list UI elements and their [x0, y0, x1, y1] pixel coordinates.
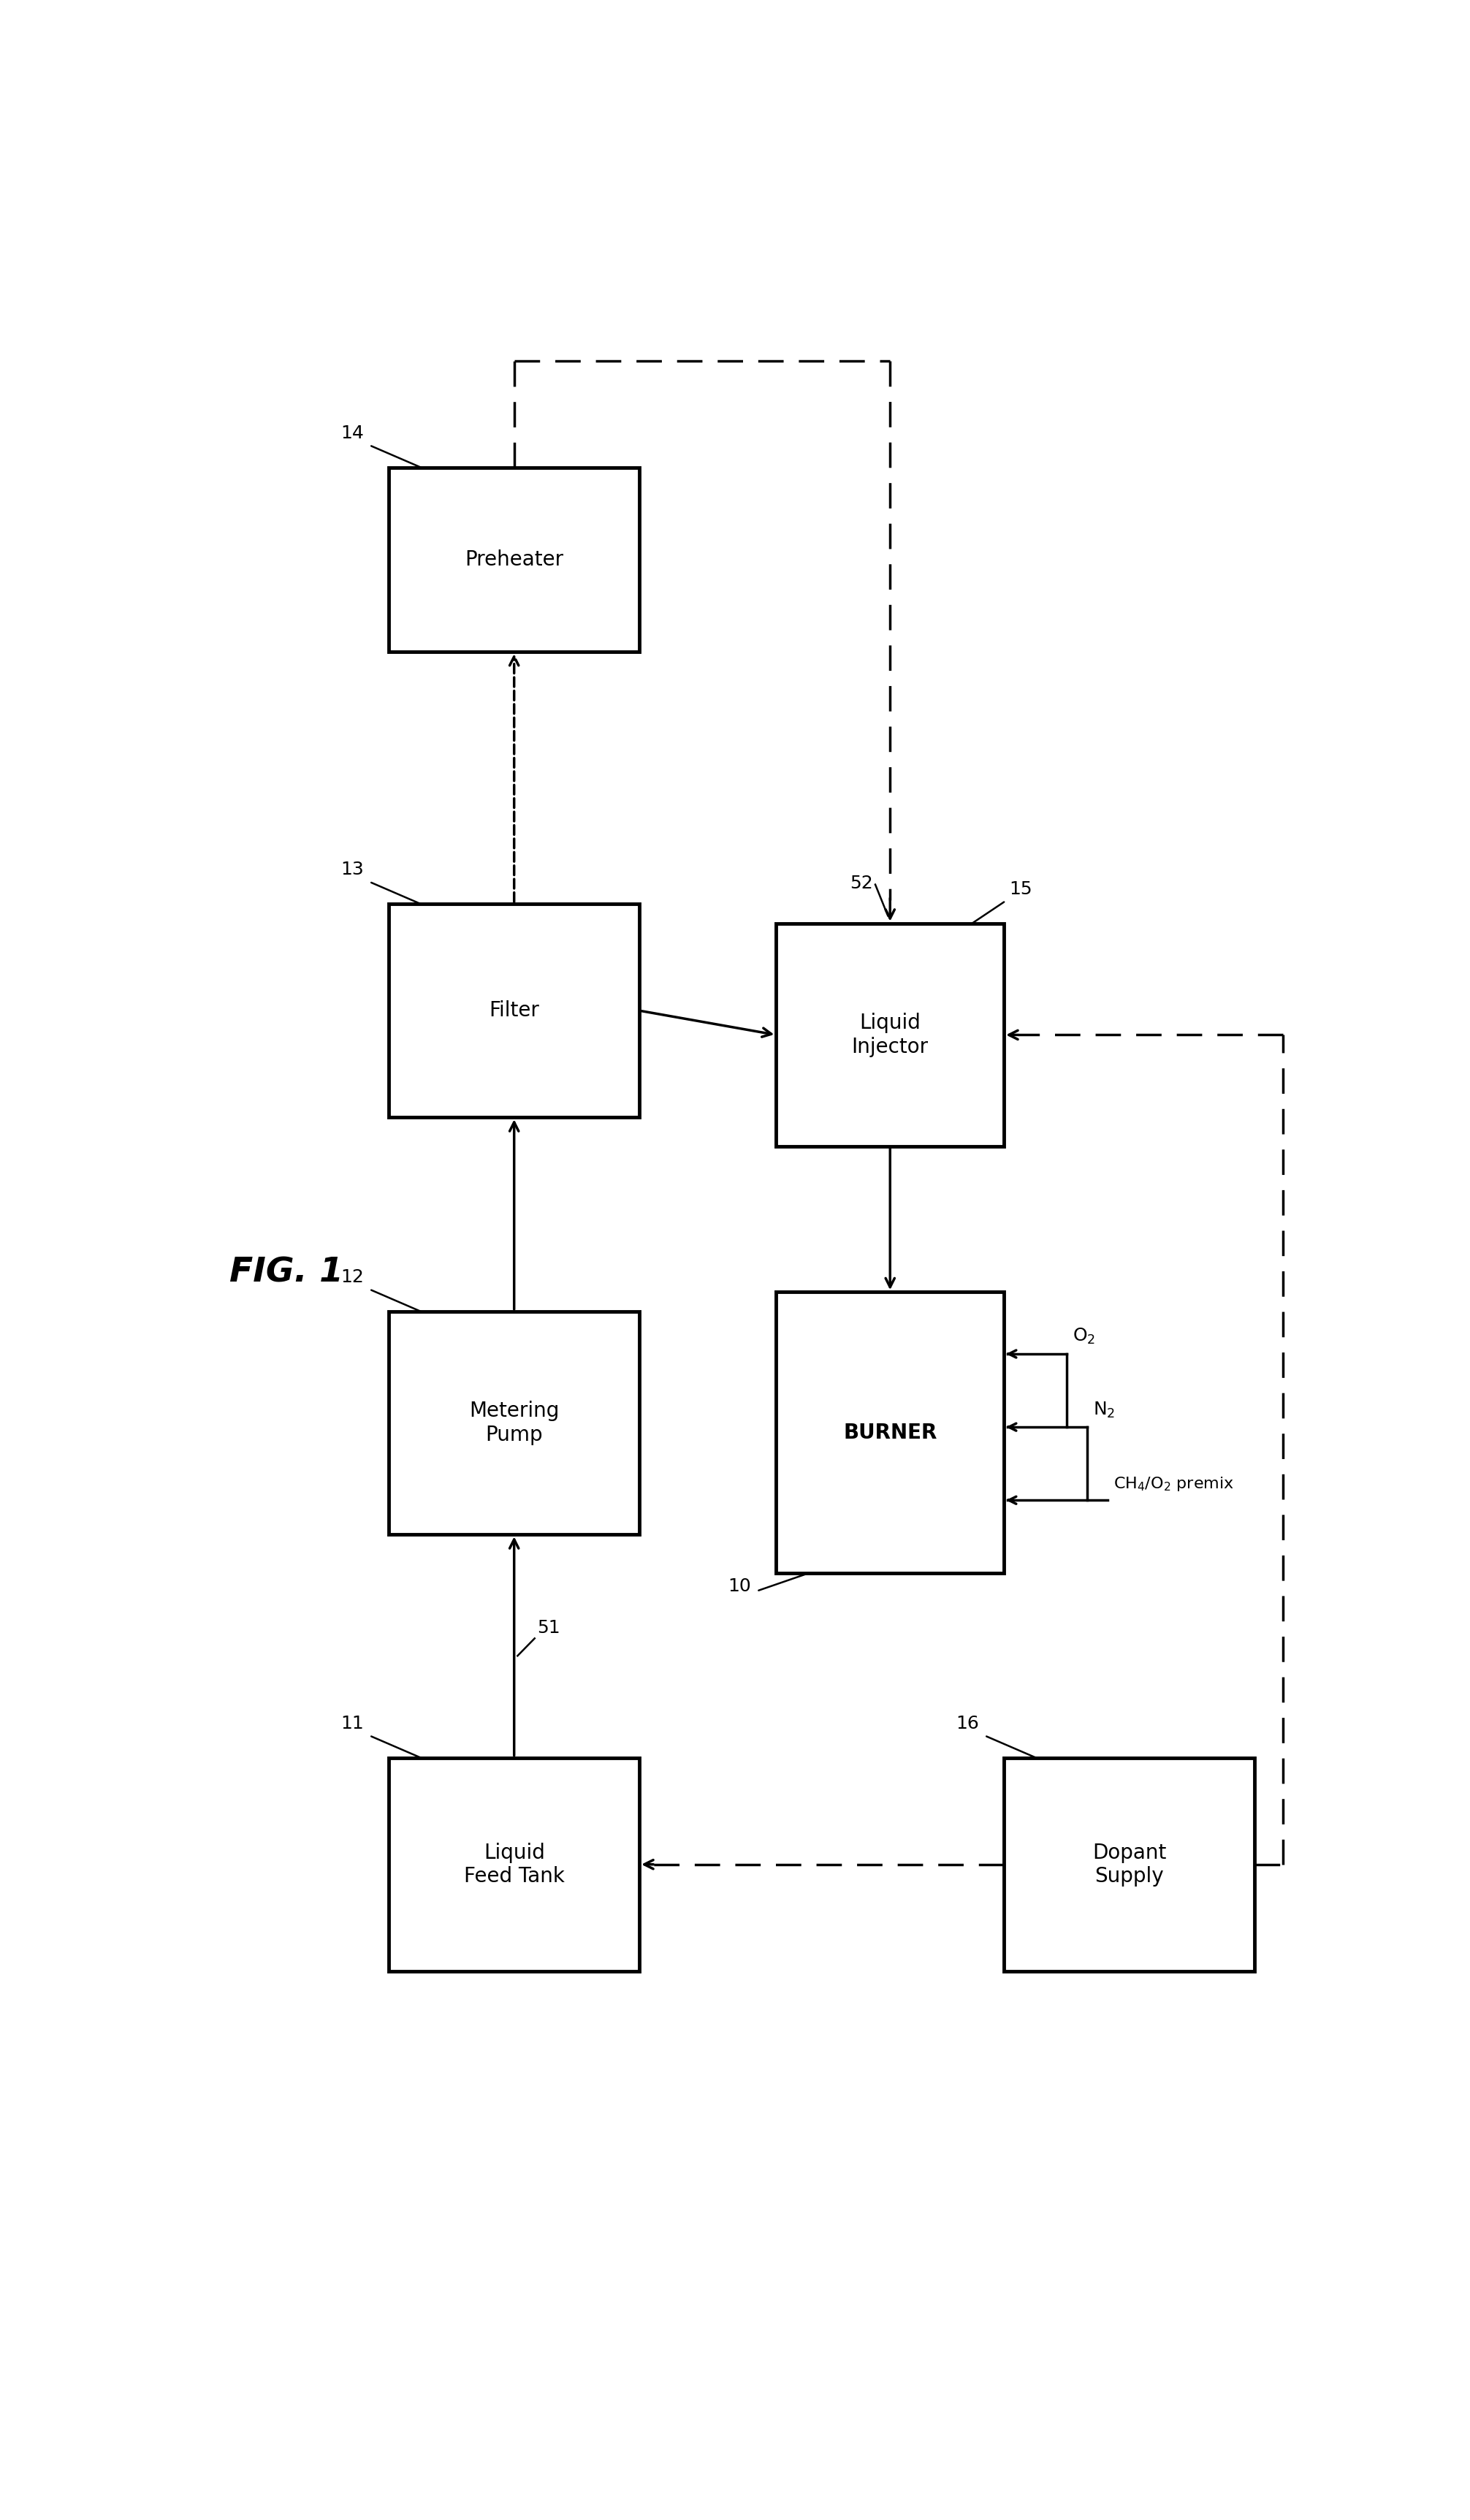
Text: Metering
Pump: Metering Pump — [469, 1401, 559, 1444]
Text: O$_2$: O$_2$ — [1072, 1328, 1095, 1346]
Text: 52: 52 — [850, 874, 873, 892]
Text: 51: 51 — [537, 1618, 560, 1635]
Text: Dopant
Supply: Dopant Supply — [1092, 1842, 1166, 1887]
Bar — [388, 905, 639, 1116]
Text: 12: 12 — [341, 1268, 363, 1285]
Text: Liquid
Feed Tank: Liquid Feed Tank — [463, 1842, 564, 1887]
Bar — [388, 466, 639, 653]
Text: Preheater: Preheater — [465, 549, 563, 570]
Bar — [388, 1310, 639, 1535]
Text: BURNER: BURNER — [844, 1421, 936, 1444]
Text: 11: 11 — [341, 1714, 363, 1731]
Text: 10: 10 — [728, 1578, 751, 1595]
Text: 13: 13 — [341, 862, 363, 879]
Text: FIG. 1: FIG. 1 — [229, 1255, 344, 1290]
Text: N$_2$: N$_2$ — [1092, 1401, 1116, 1419]
Bar — [776, 1293, 1004, 1572]
Bar — [1004, 1759, 1254, 1971]
Text: Filter: Filter — [490, 1000, 539, 1021]
Bar — [388, 1759, 639, 1971]
Text: Liquid
Injector: Liquid Injector — [851, 1013, 929, 1056]
Text: 14: 14 — [341, 423, 363, 441]
Text: 15: 15 — [1008, 879, 1032, 897]
Bar — [776, 922, 1004, 1147]
Text: CH$_4$/O$_2$ premix: CH$_4$/O$_2$ premix — [1113, 1474, 1233, 1492]
Text: 16: 16 — [955, 1714, 979, 1731]
